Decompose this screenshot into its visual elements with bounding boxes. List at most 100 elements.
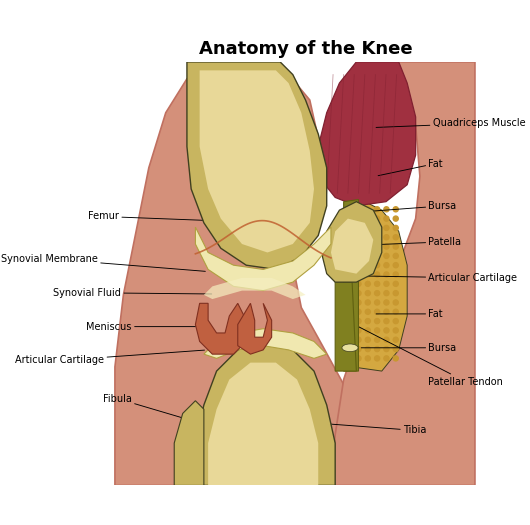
Polygon shape [204, 278, 305, 299]
Circle shape [393, 319, 398, 323]
Circle shape [365, 262, 370, 268]
Circle shape [375, 225, 379, 230]
Circle shape [356, 356, 361, 361]
Ellipse shape [342, 344, 358, 352]
Circle shape [384, 356, 389, 361]
Circle shape [384, 235, 389, 240]
Circle shape [365, 309, 370, 314]
Text: Tibia: Tibia [304, 422, 426, 435]
Polygon shape [174, 401, 204, 486]
Circle shape [384, 244, 389, 249]
Text: Quadriceps Muscle: Quadriceps Muscle [376, 118, 525, 128]
Polygon shape [187, 62, 326, 269]
Text: Articular Cartilage: Articular Cartilage [15, 350, 205, 365]
Circle shape [393, 244, 398, 249]
Circle shape [356, 291, 361, 296]
Circle shape [365, 319, 370, 323]
Circle shape [365, 281, 370, 286]
Polygon shape [343, 200, 358, 371]
Polygon shape [238, 303, 272, 354]
Circle shape [365, 291, 370, 296]
Circle shape [356, 309, 361, 314]
Text: Fibula: Fibula [103, 394, 187, 419]
Circle shape [384, 300, 389, 305]
Circle shape [393, 300, 398, 305]
Circle shape [384, 281, 389, 286]
Circle shape [365, 216, 370, 221]
Circle shape [365, 328, 370, 333]
Circle shape [365, 337, 370, 342]
Circle shape [356, 216, 361, 221]
Circle shape [384, 254, 389, 258]
Circle shape [375, 262, 379, 268]
Circle shape [365, 356, 370, 361]
Circle shape [393, 272, 398, 277]
Circle shape [375, 319, 379, 323]
Circle shape [375, 309, 379, 314]
Circle shape [365, 244, 370, 249]
Text: Meniscus: Meniscus [86, 322, 211, 332]
Polygon shape [200, 70, 314, 253]
Circle shape [356, 346, 361, 352]
Circle shape [365, 235, 370, 240]
Circle shape [365, 254, 370, 258]
Circle shape [356, 300, 361, 305]
Circle shape [365, 346, 370, 352]
Circle shape [356, 207, 361, 212]
Circle shape [375, 254, 379, 258]
Circle shape [365, 300, 370, 305]
Circle shape [384, 291, 389, 296]
Ellipse shape [342, 208, 358, 216]
Circle shape [356, 254, 361, 258]
Circle shape [384, 207, 389, 212]
Circle shape [384, 337, 389, 342]
Circle shape [375, 272, 379, 277]
Circle shape [384, 328, 389, 333]
Circle shape [393, 254, 398, 258]
Circle shape [356, 328, 361, 333]
Polygon shape [331, 218, 373, 274]
Circle shape [393, 262, 398, 268]
Circle shape [393, 309, 398, 314]
Circle shape [375, 281, 379, 286]
Circle shape [356, 235, 361, 240]
Circle shape [384, 272, 389, 277]
Polygon shape [331, 62, 475, 486]
Circle shape [375, 291, 379, 296]
Text: Patellar Tendon: Patellar Tendon [357, 326, 503, 387]
Circle shape [393, 337, 398, 342]
Circle shape [384, 346, 389, 352]
Polygon shape [196, 227, 331, 291]
Text: Patella: Patella [372, 237, 461, 247]
Circle shape [393, 291, 398, 296]
Circle shape [375, 300, 379, 305]
Polygon shape [208, 363, 318, 486]
Circle shape [356, 281, 361, 286]
Circle shape [356, 225, 361, 230]
Circle shape [365, 225, 370, 230]
Polygon shape [322, 202, 382, 282]
Circle shape [393, 207, 398, 212]
Text: Synovial Fluid: Synovial Fluid [54, 288, 211, 298]
Polygon shape [196, 303, 246, 354]
Circle shape [384, 319, 389, 323]
Text: Femur: Femur [89, 212, 211, 222]
Circle shape [375, 346, 379, 352]
Circle shape [375, 207, 379, 212]
Circle shape [393, 281, 398, 286]
Text: Articular Cartilage: Articular Cartilage [355, 273, 517, 283]
Polygon shape [196, 341, 335, 486]
Circle shape [365, 207, 370, 212]
Polygon shape [335, 282, 356, 371]
Polygon shape [318, 62, 416, 206]
Text: Synovial Membrane: Synovial Membrane [1, 254, 205, 271]
Circle shape [393, 328, 398, 333]
Circle shape [384, 262, 389, 268]
Circle shape [393, 356, 398, 361]
Circle shape [384, 225, 389, 230]
Circle shape [375, 328, 379, 333]
Circle shape [356, 272, 361, 277]
Circle shape [393, 235, 398, 240]
Text: Fat: Fat [376, 309, 443, 319]
Circle shape [384, 216, 389, 221]
